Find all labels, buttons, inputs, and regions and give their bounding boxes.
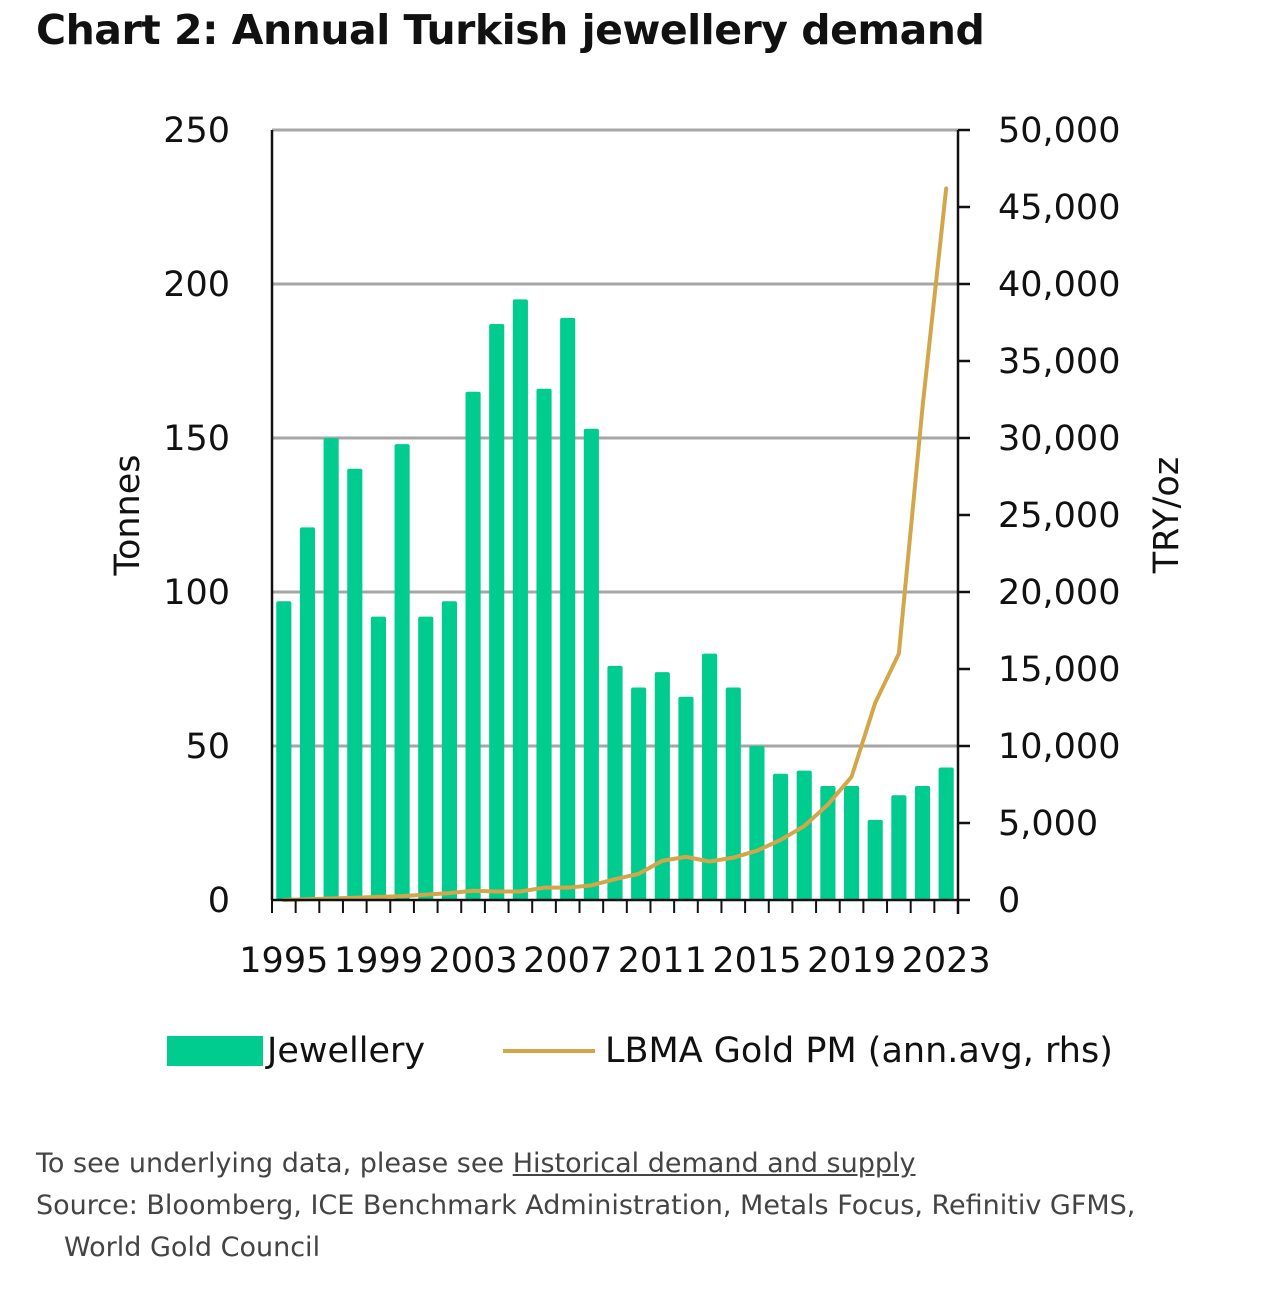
left-tick-label: 0	[208, 881, 230, 921]
bar-2023	[938, 767, 954, 900]
bar-2010	[631, 687, 647, 900]
right-tick-label: 50,000	[998, 111, 1120, 151]
bar-2016	[773, 773, 789, 900]
bar-1999	[370, 616, 387, 900]
legend: Jewellery LBMA Gold PM (ann.avg, rhs)	[0, 1026, 1280, 1076]
data-note: To see underlying data, please see Histo…	[36, 1143, 1135, 1185]
bar-1998	[347, 468, 363, 900]
axis-labels: 0 50 100 150 200 250 0 5,000 10,000 15,000 20,000 2…	[108, 111, 1187, 981]
bar-2011	[654, 672, 670, 900]
bar-2017	[796, 770, 812, 900]
source-line-2: World Gold Council	[64, 1232, 321, 1263]
left-tick-label: 50	[185, 727, 230, 767]
bar-2021	[891, 795, 907, 900]
left-tick-label: 250	[163, 111, 230, 151]
right-tick-label: 20,000	[998, 573, 1120, 613]
legend-swatch-bar	[167, 1036, 263, 1066]
x-tick-label: 2007	[523, 941, 612, 981]
bar-2002	[441, 601, 457, 900]
source-note: Source: Bloomberg, ICE Benchmark Adminis…	[36, 1185, 1135, 1269]
bar-series-jewellery	[276, 299, 954, 900]
bar-2000	[394, 444, 410, 900]
y2-axis-title: TRY/oz	[1147, 457, 1187, 574]
bar-2009	[607, 665, 623, 900]
y-axis-title: Tonnes	[108, 455, 148, 577]
bar-1996	[299, 527, 316, 900]
x-tick-label: 1995	[239, 941, 328, 981]
x-tick-label: 2003	[429, 941, 518, 981]
line-series-gold-price	[281, 186, 949, 902]
right-tick-label: 15,000	[998, 650, 1120, 690]
right-tick-label: 30,000	[998, 419, 1120, 459]
legend-label-gold-price: LBMA Gold PM (ann.avg, rhs)	[605, 1031, 1113, 1071]
bar-2003	[465, 391, 481, 900]
axes	[270, 128, 970, 914]
bar-2018	[820, 786, 836, 900]
bar-2012	[678, 696, 694, 900]
bar-2015	[749, 746, 765, 900]
right-tick-label: 40,000	[998, 265, 1120, 305]
left-tick-label: 200	[163, 265, 230, 305]
bar-2014	[725, 687, 741, 900]
legend-label-jewellery: Jewellery	[267, 1031, 426, 1071]
bar-2022	[914, 786, 931, 900]
bar-2019	[843, 786, 860, 900]
bar-2004	[489, 324, 505, 900]
historical-data-link[interactable]: Historical demand and supply	[512, 1148, 916, 1179]
left-tick-label: 150	[163, 419, 230, 459]
source-line-1: Source: Bloomberg, ICE Benchmark Adminis…	[36, 1190, 1136, 1221]
x-tick-label: 2023	[902, 941, 991, 981]
bar-1995	[276, 601, 292, 900]
right-tick-label: 0	[998, 881, 1020, 921]
right-tick-label: 25,000	[998, 496, 1120, 536]
left-tick-label: 100	[163, 573, 230, 613]
chart-svg: 0 50 100 150 200 250 0 5,000 10,000 15,000 20,000 2…	[108, 111, 1187, 981]
bar-2006	[536, 388, 552, 900]
x-tick-label: 2011	[618, 941, 707, 981]
chart-title: Chart 2: Annual Turkish jewellery demand	[36, 6, 985, 54]
bar-2007	[560, 317, 576, 900]
x-tick-label: 2015	[712, 941, 801, 981]
bar-2005	[512, 299, 528, 900]
x-tick-label: 1999	[334, 941, 423, 981]
legend-item-jewellery[interactable]: Jewellery	[167, 1026, 425, 1076]
right-tick-label: 5,000	[998, 804, 1098, 844]
legend-item-gold-price[interactable]: LBMA Gold PM (ann.avg, rhs)	[503, 1026, 1113, 1076]
footer: To see underlying data, please see Histo…	[36, 1143, 1135, 1269]
right-tick-label: 35,000	[998, 342, 1120, 382]
data-note-text: To see underlying data, please see	[36, 1148, 513, 1179]
legend-swatch-line	[503, 1049, 595, 1053]
bar-2001	[418, 616, 434, 900]
gridlines	[272, 128, 958, 748]
right-tick-label: 45,000	[998, 188, 1120, 228]
x-tick-label: 2019	[807, 941, 896, 981]
bar-2013	[702, 653, 718, 900]
bar-2020	[867, 819, 883, 900]
bar-2008	[583, 428, 599, 900]
bar-1997	[323, 438, 339, 900]
right-tick-label: 10,000	[998, 727, 1120, 767]
